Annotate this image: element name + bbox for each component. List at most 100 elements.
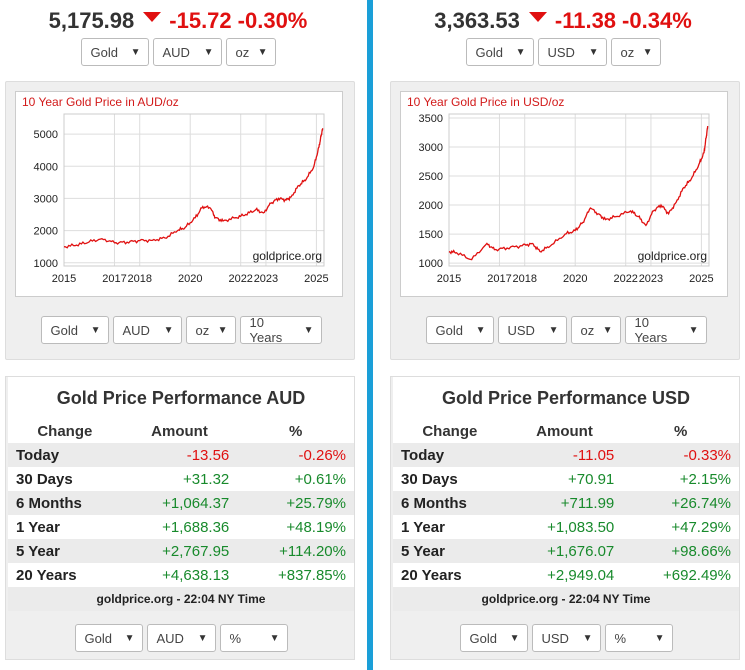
x-tick-label: 2015 bbox=[52, 273, 76, 285]
range-select[interactable]: 10 Years ▼ bbox=[624, 315, 707, 345]
performance-table: Change Amount % Today -13.56 -0.26% 30 Day… bbox=[8, 419, 354, 587]
aud-chart-panel: 2015 2017 2018 2020 2022 2023 2025 1000 2000 3000… bbox=[5, 81, 355, 360]
down-arrow-icon bbox=[528, 12, 547, 22]
column-header: % bbox=[673, 422, 688, 440]
usd-chart-selectors: Gold ▼ USD ▼ oz ▼ 10 Years ▼ bbox=[391, 315, 741, 345]
column-header: % bbox=[288, 422, 303, 440]
chevron-down-icon: ▼ bbox=[509, 632, 520, 644]
metal-select[interactable]: Gold ▼ bbox=[80, 38, 149, 66]
usd-performance-panel: Gold Price Performance USD Change Amount… bbox=[390, 376, 740, 660]
currency-select[interactable]: USD ▼ bbox=[497, 316, 567, 344]
x-tick-label: 2018 bbox=[512, 273, 536, 285]
usd-price-change: -11.38 bbox=[554, 8, 617, 33]
metal-select[interactable]: Gold ▼ bbox=[425, 316, 494, 344]
y-tick-label: 3000 bbox=[34, 193, 58, 205]
chevron-down-icon: ▼ bbox=[269, 632, 280, 644]
currency-select[interactable]: AUD ▼ bbox=[146, 624, 216, 652]
price-series-line bbox=[63, 128, 324, 249]
column-divider bbox=[367, 0, 373, 670]
y-tick-label: 5000 bbox=[34, 129, 58, 141]
x-tick-label: 2022 bbox=[613, 273, 637, 285]
chevron-down-icon: ▼ bbox=[602, 324, 613, 336]
range-select[interactable]: 10 Years ▼ bbox=[239, 315, 322, 345]
y-tick-label: 2000 bbox=[419, 200, 443, 212]
x-tick-label: 2022 bbox=[228, 273, 252, 285]
chevron-down-icon: ▼ bbox=[130, 46, 141, 58]
x-tick-label: 2023 bbox=[639, 273, 663, 285]
y-tick-label: 3500 bbox=[419, 113, 443, 125]
y-tick-label: 1000 bbox=[34, 258, 58, 270]
table-row: 5 Year +2,767.95 +114.20% bbox=[8, 539, 354, 563]
metal-select[interactable]: Gold ▼ bbox=[459, 624, 528, 652]
aud-performance-panel: Gold Price Performance AUD Change Amount… bbox=[5, 376, 355, 660]
currency-select[interactable]: USD ▼ bbox=[537, 38, 607, 66]
aud-perf-selectors: Gold ▼ AUD ▼ % ▼ bbox=[6, 624, 356, 652]
x-tick-label: 2015 bbox=[437, 273, 461, 285]
chart-title: 10 Year Gold Price in USD/oz bbox=[407, 95, 565, 109]
usd-price-ticker: 3,363.53 -11.38 -0.34% bbox=[385, 6, 741, 36]
currency-select[interactable]: AUD ▼ bbox=[112, 316, 182, 344]
chevron-down-icon: ▼ bbox=[582, 632, 593, 644]
table-header: Change Amount % bbox=[8, 419, 354, 443]
plot-frame bbox=[63, 113, 325, 267]
table-row: 1 Year +1,688.36 +48.19% bbox=[16, 518, 346, 536]
x-tick-label: 2025 bbox=[689, 273, 713, 285]
table-header: Change Amount % bbox=[393, 419, 739, 443]
unit-select[interactable]: oz ▼ bbox=[185, 316, 236, 344]
chart-title: 10 Year Gold Price in AUD/oz bbox=[22, 95, 179, 109]
column-header: Amount bbox=[536, 422, 593, 440]
chevron-down-icon: ▼ bbox=[163, 324, 174, 336]
mode-select[interactable]: % ▼ bbox=[604, 624, 673, 652]
currency-select[interactable]: USD ▼ bbox=[531, 624, 601, 652]
unit-select[interactable]: oz ▼ bbox=[610, 38, 661, 66]
performance-footer: goldprice.org - 22:04 NY Time bbox=[8, 587, 354, 611]
chevron-down-icon: ▼ bbox=[515, 46, 526, 58]
performance-footer: goldprice.org - 22:04 NY Time bbox=[393, 587, 739, 611]
chevron-down-icon: ▼ bbox=[642, 46, 653, 58]
aud-spot-price: 5,175.98 bbox=[48, 8, 135, 33]
chevron-down-icon: ▼ bbox=[257, 46, 268, 58]
aud-price-change: -15.72 bbox=[169, 8, 232, 33]
column-header: Change bbox=[37, 422, 93, 440]
usd-spot-price: 3,363.53 bbox=[434, 8, 520, 33]
unit-select[interactable]: oz ▼ bbox=[225, 38, 276, 66]
table-row: 30 Days +70.91 +2.15% bbox=[401, 470, 731, 488]
table-row: 20 Years +4,638.13 +837.85% bbox=[16, 566, 346, 584]
aud-top-selectors: Gold ▼ AUD ▼ oz ▼ bbox=[0, 38, 356, 66]
down-arrow-icon bbox=[143, 12, 162, 22]
x-tick-label: 2025 bbox=[304, 273, 328, 285]
aud-chart-selectors: Gold ▼ AUD ▼ oz ▼ 10 Years ▼ bbox=[6, 315, 356, 345]
metal-select[interactable]: Gold ▼ bbox=[40, 316, 109, 344]
performance-table: Change Amount % Today -11.05 -0.33% 30 Day… bbox=[393, 419, 739, 587]
x-tick-label: 2018 bbox=[127, 273, 151, 285]
metal-select[interactable]: Gold ▼ bbox=[74, 624, 143, 652]
y-tick-label: 1000 bbox=[419, 258, 443, 270]
aud-chart: 2015 2017 2018 2020 2022 2023 2025 1000 2000 3000… bbox=[15, 91, 343, 297]
chart-watermark: goldprice.org bbox=[253, 249, 322, 263]
aud-price-chart: 2015 2017 2018 2020 2022 2023 2025 1000 2000 3000… bbox=[34, 113, 329, 285]
mode-select[interactable]: % ▼ bbox=[219, 624, 288, 652]
chevron-down-icon: ▼ bbox=[688, 324, 699, 336]
y-tick-label: 3000 bbox=[419, 142, 443, 154]
column-header: Change bbox=[422, 422, 478, 440]
table-row: 6 Months +711.99 +26.74% bbox=[393, 491, 739, 515]
chevron-down-icon: ▼ bbox=[654, 632, 665, 644]
usd-top-selectors: Gold ▼ USD ▼ oz ▼ bbox=[385, 38, 741, 66]
unit-select[interactable]: oz ▼ bbox=[570, 316, 621, 344]
currency-select[interactable]: AUD ▼ bbox=[152, 38, 222, 66]
table-row: 6 Months +1,064.37 +25.79% bbox=[8, 491, 354, 515]
y-tick-label: 4000 bbox=[34, 161, 58, 173]
chevron-down-icon: ▼ bbox=[124, 632, 135, 644]
y-tick-label: 2500 bbox=[419, 171, 443, 183]
usd-price-chart: 2015 2017 2018 2020 2022 2023 2025 1000 1500 2000… bbox=[419, 113, 714, 285]
performance-title: Gold Price Performance AUD bbox=[8, 377, 354, 419]
usd-column: 3,363.53 -11.38 -0.34% Gold ▼ USD ▼ oz ▼ 2015… bbox=[385, 0, 741, 670]
usd-chart-panel: 2015 2017 2018 2020 2022 2023 2025 1000 1500 2000… bbox=[390, 81, 740, 360]
table-row: 1 Year +1,083.50 +47.29% bbox=[401, 518, 731, 536]
table-row: 5 Year +1,676.07 +98.66% bbox=[393, 539, 739, 563]
metal-select[interactable]: Gold ▼ bbox=[465, 38, 534, 66]
performance-title: Gold Price Performance USD bbox=[393, 377, 739, 419]
table-row: 30 Days +31.32 +0.61% bbox=[16, 470, 346, 488]
aud-price-change-percent: -0.30% bbox=[237, 8, 308, 33]
plot-frame bbox=[448, 113, 710, 267]
